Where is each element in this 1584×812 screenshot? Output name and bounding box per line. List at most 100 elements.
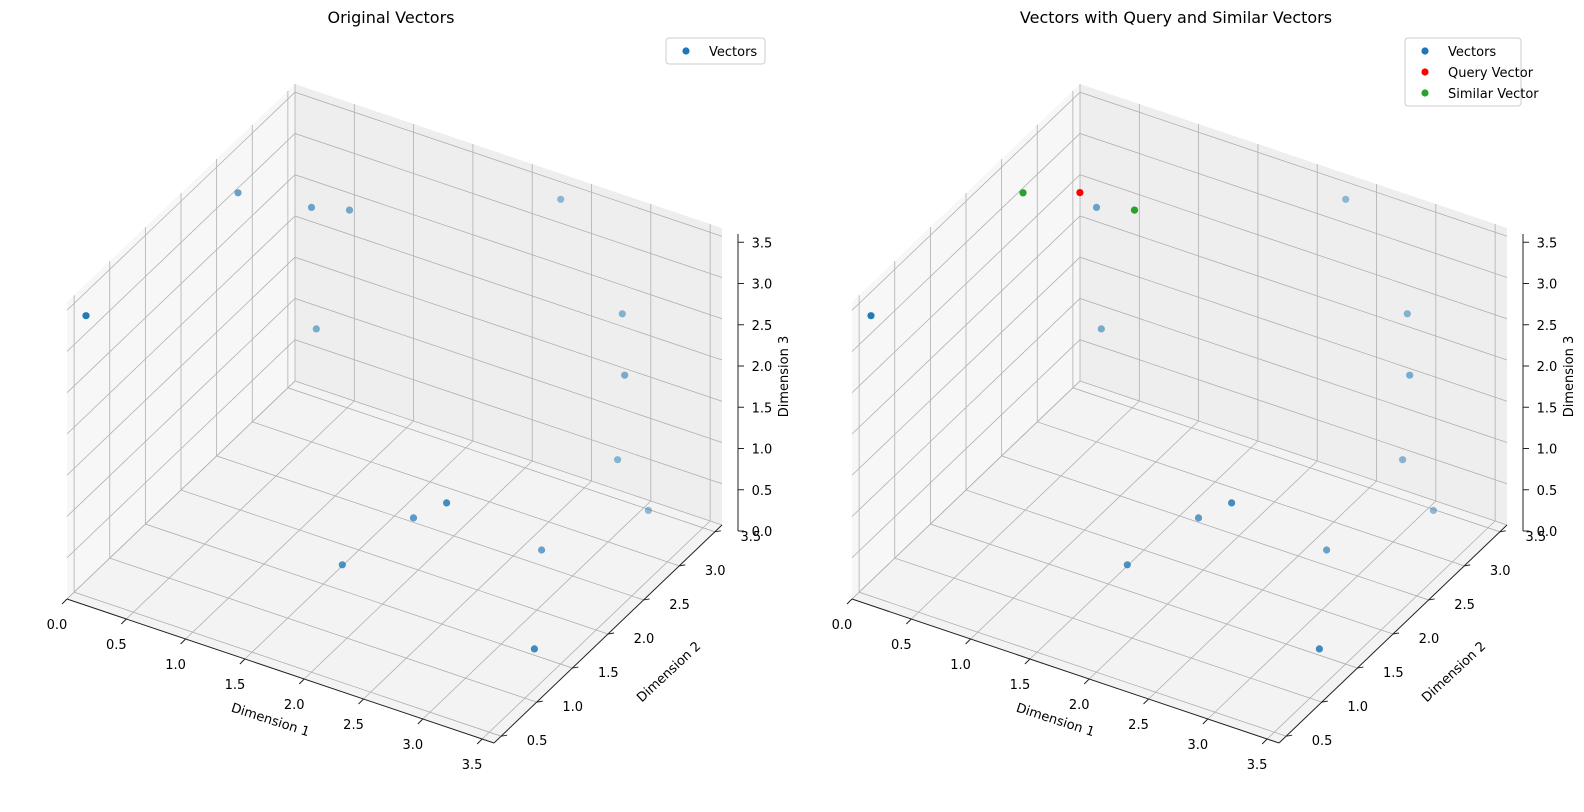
- scatter-point: [1019, 189, 1027, 197]
- x-tick-label: 2.5: [343, 718, 364, 733]
- scatter-point: [312, 325, 320, 333]
- z-tick-label: 3.5: [752, 236, 773, 251]
- scatter-point: [443, 499, 451, 507]
- y-tick-label: 0.5: [527, 734, 548, 749]
- x-tick-mark: [476, 738, 483, 745]
- scatter-point: [82, 312, 90, 320]
- y-tick-label: 1.0: [562, 700, 583, 715]
- scatter-point: [1399, 456, 1407, 464]
- z-grid-line: [851, 380, 1508, 600]
- scatter-point: [1323, 546, 1331, 554]
- x-tick-mark: [1143, 698, 1149, 705]
- scatter-point: [1076, 189, 1084, 197]
- axes-3d: 0.0 0.5 1.0 1.5 2.0 2.5 3.0 3.5 0.5 1.0 1.5 2.0 2.5 3…: [832, 84, 1577, 773]
- y-tick-mark: [714, 530, 721, 533]
- y-tick-mark: [1464, 564, 1471, 567]
- y-tick-mark: [572, 666, 579, 669]
- scatter-point: [345, 206, 354, 214]
- z-grid-line: [66, 133, 723, 352]
- z-tick-label: 3.0: [1537, 278, 1558, 293]
- z-grid-line: [66, 91, 723, 311]
- x-tick-label: 3.0: [1187, 738, 1208, 753]
- y-tick-label: 3.0: [1490, 564, 1511, 579]
- scatter-point: [1342, 195, 1350, 203]
- legend-marker: [1421, 68, 1429, 76]
- x-tick-label: 3.5: [1247, 758, 1268, 773]
- y-tick-mark: [1428, 598, 1435, 601]
- left-chart-panel: Original Vectors 0.0 0.5 1.0 1.5 2.0 2.5 3.0 3.…: [47, 8, 792, 773]
- scatter-point: [644, 506, 653, 514]
- scatter-point: [1315, 645, 1323, 653]
- tick-labels: 0.0 0.5 1.0 1.5 2.0 2.5 3.0 3.5 0.5 1.0 1.5 2.0 2.5 3…: [832, 236, 1558, 773]
- data-points: [867, 189, 1437, 653]
- z-tick-label: 1.5: [1537, 401, 1558, 416]
- z-tick-label: 2.0: [1537, 360, 1558, 375]
- y-tick-label: 2.5: [669, 598, 690, 613]
- y-tick-label: 1.5: [1383, 666, 1404, 681]
- scatter-point: [557, 195, 565, 203]
- z-tick-label: 0.0: [1537, 525, 1558, 540]
- y-tick-mark: [607, 632, 615, 635]
- x-tick-mark: [417, 718, 424, 725]
- right-chart-panel: Vectors with Query and Similar Vectors 0…: [832, 8, 1577, 773]
- x-tick-mark: [120, 618, 127, 625]
- chart-title: Original Vectors: [327, 8, 454, 27]
- y-tick-mark: [501, 734, 508, 737]
- z-grid-line: [66, 215, 723, 435]
- z-grid-line: [66, 256, 723, 476]
- z-grid-line: [66, 339, 723, 559]
- x-tick-label: 0.0: [47, 618, 68, 633]
- scatter-point: [530, 645, 539, 653]
- z-grid-line: [66, 298, 723, 517]
- y-tick-mark: [1499, 530, 1506, 533]
- y-tick-mark: [536, 700, 543, 703]
- scatter-point: [234, 189, 242, 197]
- scatter-point: [1403, 310, 1411, 318]
- x-tick-mark: [1202, 718, 1209, 725]
- x-tick-mark: [358, 698, 364, 705]
- z-tick-label: 0.5: [752, 484, 773, 499]
- x-tick-label: 1.5: [1010, 678, 1031, 693]
- scatter-point: [1228, 499, 1236, 507]
- y-tick-mark: [679, 564, 686, 567]
- y-tick-label: 1.0: [1347, 700, 1368, 715]
- x-tick-label: 2.0: [1069, 698, 1090, 713]
- x-tick-mark: [239, 658, 246, 665]
- x-tick-mark: [61, 598, 68, 605]
- back-pane: [1080, 84, 1507, 525]
- legend: Vectors: [665, 37, 766, 65]
- y-tick-mark: [1392, 632, 1400, 635]
- x-tick-mark: [298, 678, 305, 685]
- x-tick-label: 3.0: [402, 738, 423, 753]
- y-tick-label: 3.5: [1526, 530, 1547, 545]
- axes-3d: 0.0 0.5 1.0 1.5 2.0 2.5 3.0 3.5 0.5 1.0 1.5 2.0 2.5 3…: [47, 84, 792, 773]
- y-tick-mark: [1286, 734, 1293, 737]
- z-grid-line: [851, 298, 1508, 517]
- z-tick-label: 0.0: [752, 525, 773, 540]
- z-grid-line: [851, 174, 1508, 394]
- tick-labels: 0.0 0.5 1.0 1.5 2.0 2.5 3.0 3.5 0.5 1.0 1.5 2.0 2.5 3…: [47, 236, 773, 773]
- scatter-point: [1406, 371, 1414, 379]
- legend-marker: [1421, 47, 1429, 55]
- y-tick-mark: [643, 598, 650, 601]
- data-points: [82, 189, 653, 653]
- chart-title: Vectors with Query and Similar Vectors: [1020, 8, 1332, 27]
- legend-frame: [665, 37, 766, 65]
- y-tick-label: 3.0: [705, 564, 726, 579]
- scatter-point: [1429, 506, 1437, 514]
- x-tick-label: 3.5: [462, 758, 483, 773]
- z-axis-label: Dimension 3: [777, 336, 792, 418]
- scatter-point: [867, 312, 875, 320]
- scatter-point: [338, 561, 346, 569]
- z-grid-line: [851, 91, 1508, 311]
- x-tick-label: 1.0: [165, 658, 186, 673]
- x-tick-mark: [846, 598, 853, 605]
- y-tick-label: 2.0: [1419, 632, 1440, 647]
- x-tick-mark: [965, 638, 971, 645]
- scatter-point: [621, 371, 629, 379]
- z-grid-line: [851, 215, 1508, 435]
- x-tick-label: 2.0: [284, 698, 305, 713]
- z-axis-label: Dimension 3: [1562, 336, 1577, 418]
- legend-entry-label: Vectors: [1448, 45, 1496, 60]
- x-tick-mark: [905, 618, 912, 625]
